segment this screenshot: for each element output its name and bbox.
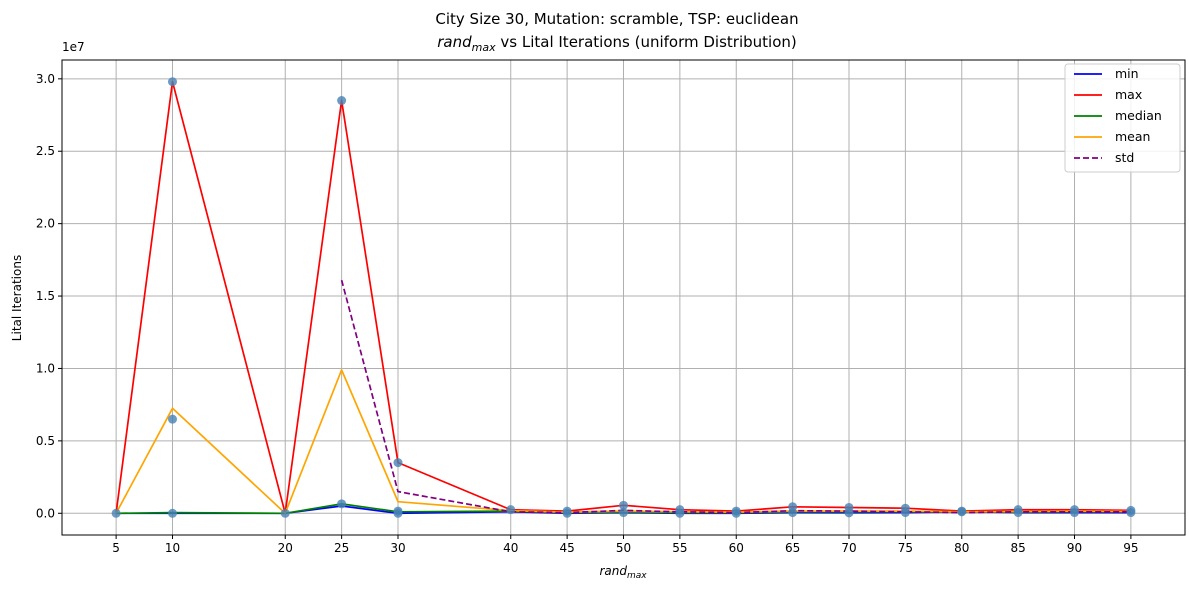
legend-label-max: max: [1115, 87, 1142, 102]
x-tick-label: 30: [390, 541, 405, 555]
chart-subtitle-var-sub: max: [472, 41, 496, 54]
scatter-point: [393, 458, 403, 468]
x-tick-label: 95: [1123, 541, 1138, 555]
scatter-point: [337, 96, 347, 106]
y-tick-label: 2.5: [36, 144, 55, 158]
x-tick-label: 80: [954, 541, 969, 555]
x-tick-label: 10: [165, 541, 180, 555]
grid-lines: [62, 60, 1185, 535]
scatter-point: [788, 508, 798, 518]
scatter-point: [1070, 508, 1080, 518]
x-tick-label: 75: [898, 541, 913, 555]
legend-label-min: min: [1115, 66, 1139, 81]
legend-label-median: median: [1115, 108, 1162, 123]
y-tick-label: 0.5: [36, 434, 55, 448]
scatter-point: [731, 508, 741, 518]
y-axis-ticks: 0.0 0.5 1.0 1.5 2.0 2.5 3.0: [36, 72, 62, 520]
chart-title: City Size 30, Mutation: scramble, TSP: e…: [435, 10, 798, 28]
x-tick-label: 5: [112, 541, 120, 555]
legend-label-mean: mean: [1115, 129, 1150, 144]
y-scale-label: 1e7: [62, 40, 85, 54]
y-tick-label: 1.5: [36, 289, 55, 303]
x-tick-label: 90: [1067, 541, 1082, 555]
scatter-point: [167, 414, 177, 424]
chart-subtitle-var: rand: [437, 33, 472, 51]
x-tick-label: 50: [616, 541, 631, 555]
scatter-point: [619, 508, 628, 518]
y-tick-label: 2.0: [36, 217, 55, 231]
scatter-point: [393, 508, 403, 518]
scatter-point: [280, 508, 290, 518]
scatter-point: [675, 508, 685, 518]
scatter-point: [1126, 508, 1136, 518]
scatter-point: [844, 508, 854, 518]
scatter-point: [337, 499, 347, 509]
scatter-point: [957, 507, 967, 517]
scatter-point: [506, 505, 516, 515]
y-tick-label: 3.0: [36, 72, 55, 86]
x-tick-label: 55: [672, 541, 687, 555]
scatter-point: [167, 77, 177, 87]
legend-label-std: std: [1115, 150, 1134, 165]
x-tick-label: 45: [559, 541, 574, 555]
x-axis-label-main: rand: [599, 564, 627, 578]
chart-subtitle-rest: vs Lital Iterations (uniform Distributio…: [496, 33, 797, 51]
x-tick-label: 60: [729, 541, 744, 555]
chart-subtitle: randmax vs Lital Iterations (uniform Dis…: [437, 33, 796, 54]
x-tick-label: 20: [278, 541, 293, 555]
scatter-point: [562, 508, 572, 518]
scatter-point: [111, 508, 121, 518]
x-axis-ticks: 5 10 20 25 30 40 45 50 55 60 65 70 75 80 85 90 95: [112, 535, 1139, 555]
x-tick-label: 25: [334, 541, 349, 555]
x-tick-label: 70: [841, 541, 856, 555]
x-axis-label: randmax: [599, 564, 647, 581]
series-line-std: [340, 279, 1131, 514]
scatter-point: [167, 508, 177, 518]
scatter-point: [900, 508, 910, 518]
x-tick-label: 65: [785, 541, 800, 555]
scatter-points: [111, 77, 1136, 518]
y-tick-label: 1.0: [36, 361, 55, 375]
scatter-point: [619, 500, 628, 510]
x-tick-label: 85: [1010, 541, 1025, 555]
y-tick-label: 0.0: [36, 506, 55, 520]
x-axis-label-sub: max: [627, 571, 647, 581]
scatter-point: [1013, 508, 1023, 518]
x-tick-label: 40: [503, 541, 518, 555]
y-axis-label: Lital Iterations: [10, 255, 24, 341]
legend-box: [1064, 63, 1181, 173]
legend: min max median mean std: [1064, 63, 1181, 173]
